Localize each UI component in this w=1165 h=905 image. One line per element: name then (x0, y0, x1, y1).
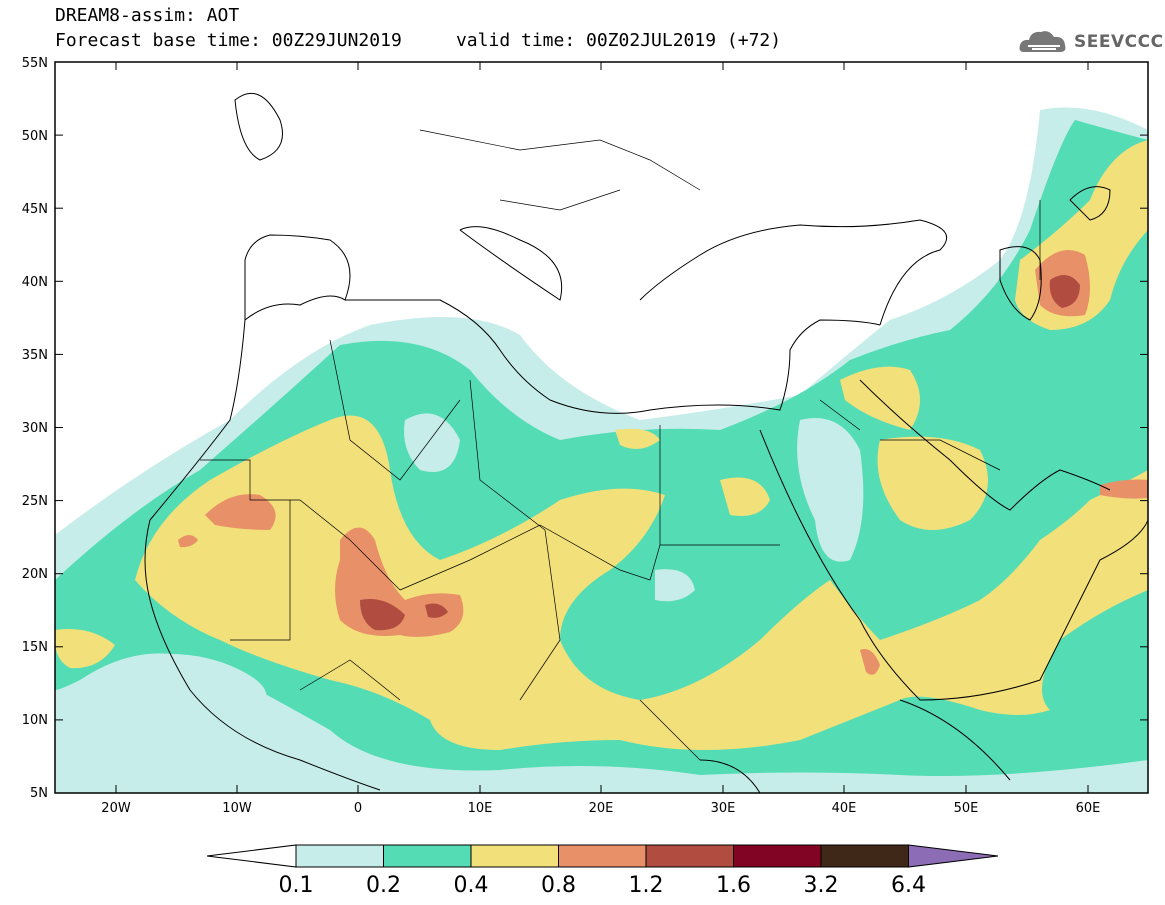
colorbar-over-arrow (908, 844, 999, 868)
colorbar-segment (383, 844, 472, 868)
lat-label: 35N (22, 348, 48, 363)
lat-label: 40N (22, 275, 48, 290)
lon-label: 20W (101, 801, 131, 816)
colorbar-label: 0.4 (453, 873, 489, 898)
colorbar-under-arrow (206, 844, 297, 868)
lon-label: 50E (954, 801, 979, 816)
colorbar-segment (558, 844, 647, 868)
colorbar-label: 6.4 (891, 873, 926, 898)
lon-label: 40E (832, 801, 857, 816)
lat-label: 20N (22, 567, 48, 582)
forecast-time-line: Forecast base time: 00Z29JUN2019 valid t… (55, 30, 782, 51)
lat-label: 50N (22, 129, 48, 144)
aot-band-1.2 (425, 603, 448, 618)
aot-band-0.4 (615, 428, 660, 449)
aot-hole-0.1 (404, 413, 460, 472)
lat-label: 25N (22, 494, 48, 509)
colorbar-label: 1.2 (628, 873, 664, 898)
colorbar-segment (645, 844, 734, 868)
country-borders (200, 129, 1041, 761)
colorbar-label: 0.1 (278, 873, 314, 898)
lon-label: 20E (589, 801, 614, 816)
cloud-icon (1019, 31, 1066, 52)
aot-band-0.4 (55, 629, 115, 669)
colorbar-label: 0.8 (541, 873, 576, 898)
lon-label: 60E (1076, 801, 1101, 816)
aot-band-0.4 (135, 415, 1148, 750)
colorbar-segment (820, 844, 909, 868)
lat-label: 5N (30, 786, 48, 801)
colorbar-segment (733, 844, 822, 868)
aot-field (55, 62, 1148, 793)
lon-label: 30E (711, 801, 736, 816)
colorbar-label: 3.2 (803, 873, 839, 898)
axis-ticks (55, 61, 1148, 794)
lon-label: 0 (354, 801, 362, 816)
aot-band-0.8 (860, 649, 880, 675)
aot-band-0.4 (720, 477, 770, 516)
lat-label: 30N (22, 421, 48, 436)
colorbar (206, 844, 999, 868)
lon-label: 10E (468, 801, 493, 816)
colorbar-label: 0.2 (366, 873, 401, 898)
lat-label: 15N (22, 640, 48, 655)
longitude-labels: 20W 10W 0 10E 20E 30E 40E 50E 60E (101, 801, 1100, 816)
colorbar-label: 1.6 (716, 873, 751, 898)
colorbar-segment (470, 844, 559, 868)
colorbar-segment (295, 844, 384, 868)
latitude-labels: 55N 50N 45N 40N 35N 30N 25N 20N 15N 10N … (22, 56, 48, 801)
aot-band-0.8 (205, 494, 276, 530)
aot-hole-0.1 (797, 418, 864, 562)
lat-label: 10N (22, 713, 48, 728)
aot-band-1.2 (360, 599, 405, 631)
map-title: DREAM8-assim: AOT (55, 5, 240, 26)
lat-label: 45N (22, 202, 48, 217)
coastlines (144, 92, 1148, 793)
aot-band-1.2 (1049, 275, 1080, 308)
aot-band-0.8 (1100, 479, 1148, 499)
aot-band-0.4 (877, 436, 988, 530)
aot-hole-0.1 (655, 569, 695, 602)
lon-label: 10W (222, 801, 252, 816)
aot-band-0.4 (840, 366, 920, 430)
logo-text: SEEVCCC (1074, 32, 1164, 52)
lat-label: 55N (22, 56, 48, 71)
aot-band-0.8 (178, 535, 198, 548)
